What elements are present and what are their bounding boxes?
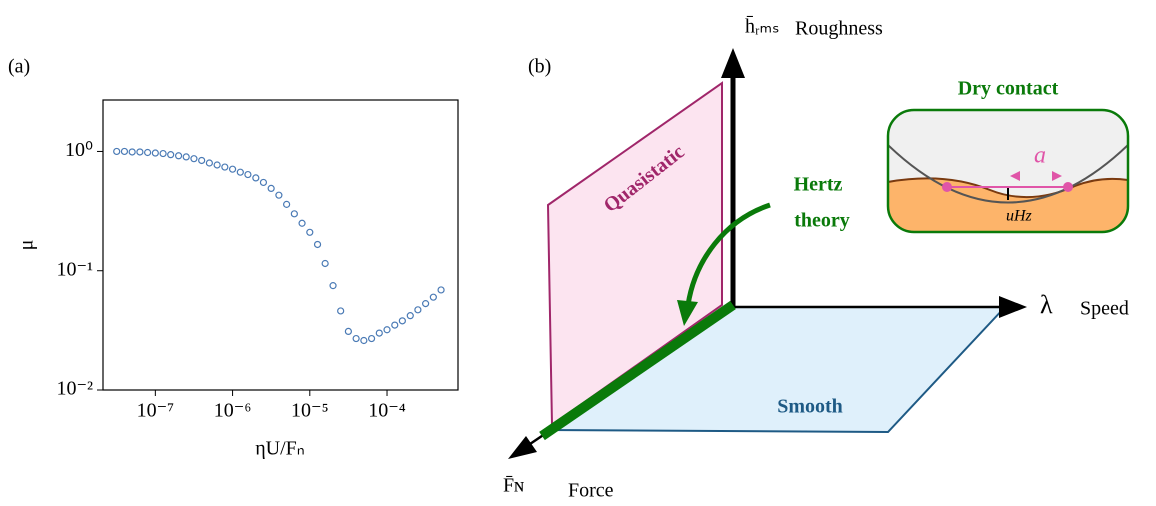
data-point — [344, 327, 352, 335]
x-tick-label: 10⁻⁵ — [291, 400, 329, 422]
arrowhead — [508, 436, 537, 459]
data-point — [422, 300, 430, 308]
axis-symbol: F̄ɴ — [503, 475, 524, 497]
data-point — [360, 336, 368, 345]
data-point — [298, 219, 306, 227]
inset-label: uHz — [1006, 208, 1033, 225]
quasistatic-plane — [546, 81, 723, 427]
data-point — [283, 200, 291, 208]
data-point — [306, 228, 314, 236]
x-tick-label: 10⁻⁷ — [137, 400, 175, 422]
data-point — [205, 159, 213, 167]
data-point — [321, 259, 329, 268]
axis-symbol: h̄ᵣₘₛ — [745, 15, 780, 37]
data-point — [352, 334, 360, 343]
line-label: theory — [794, 210, 850, 232]
data-point — [313, 240, 322, 249]
plane-label: Smooth — [777, 396, 843, 418]
data-point — [337, 307, 345, 315]
data-point — [429, 293, 437, 301]
plot-frame — [102, 99, 459, 391]
data-point — [414, 306, 422, 314]
sphere — [888, 144, 1128, 204]
arrowhead — [721, 48, 745, 78]
data-point — [406, 312, 414, 320]
data-point — [182, 153, 190, 161]
data-point — [174, 152, 183, 160]
x-tick-label: 10⁻⁴ — [368, 400, 406, 422]
axis-name: Roughness — [795, 18, 883, 40]
data-point — [144, 148, 152, 157]
arrowhead — [1010, 171, 1020, 181]
axis-name: Speed — [1080, 298, 1129, 320]
data-point — [244, 170, 252, 179]
axis-symbol: λ — [1040, 290, 1053, 319]
data-point — [329, 282, 337, 290]
data-point — [437, 286, 445, 294]
data-point — [236, 168, 244, 176]
arrowhead — [677, 300, 698, 326]
data-point — [213, 161, 221, 169]
hertz-line — [539, 300, 736, 441]
data-point — [151, 149, 159, 157]
data-point — [275, 191, 283, 199]
data-point — [267, 184, 275, 193]
data-point — [391, 321, 399, 329]
contact-point — [942, 182, 952, 192]
data-point — [159, 149, 167, 158]
data-point — [375, 329, 383, 337]
axis-name: Force — [568, 480, 614, 502]
line-label: Hertz — [794, 174, 843, 196]
data-point — [259, 178, 268, 187]
panel-label: (a) — [8, 56, 30, 78]
inset-title: Dry contact — [958, 78, 1059, 100]
panel-label: (b) — [528, 56, 551, 78]
data-point — [113, 147, 121, 156]
data-point — [120, 147, 129, 156]
data-point — [398, 317, 406, 325]
arrowhead — [999, 296, 1027, 318]
y-tick-label: 10⁻¹ — [56, 258, 93, 280]
x-axis-label: ηU/Fₙ — [255, 438, 305, 460]
data-point — [383, 326, 391, 334]
data-point — [367, 334, 376, 343]
inset-label: a — [1034, 143, 1046, 169]
y-tick-label: 10⁻² — [56, 378, 93, 400]
data-point — [252, 174, 260, 182]
data-point — [198, 156, 206, 165]
inset-frame — [886, 108, 1130, 234]
data-point — [228, 165, 237, 173]
hertz-arrow — [685, 202, 771, 306]
contact-point — [1063, 182, 1073, 192]
data-point — [167, 151, 175, 159]
y-tick-label: 10⁰ — [65, 139, 93, 161]
data-point — [136, 148, 144, 156]
data-point — [128, 148, 136, 156]
data-point — [221, 163, 229, 171]
x-tick-label: 10⁻⁶ — [214, 400, 252, 422]
data-point — [290, 210, 298, 218]
arrowhead — [1052, 171, 1062, 181]
data-point — [190, 155, 198, 163]
y-axis-label: μ — [16, 240, 38, 251]
